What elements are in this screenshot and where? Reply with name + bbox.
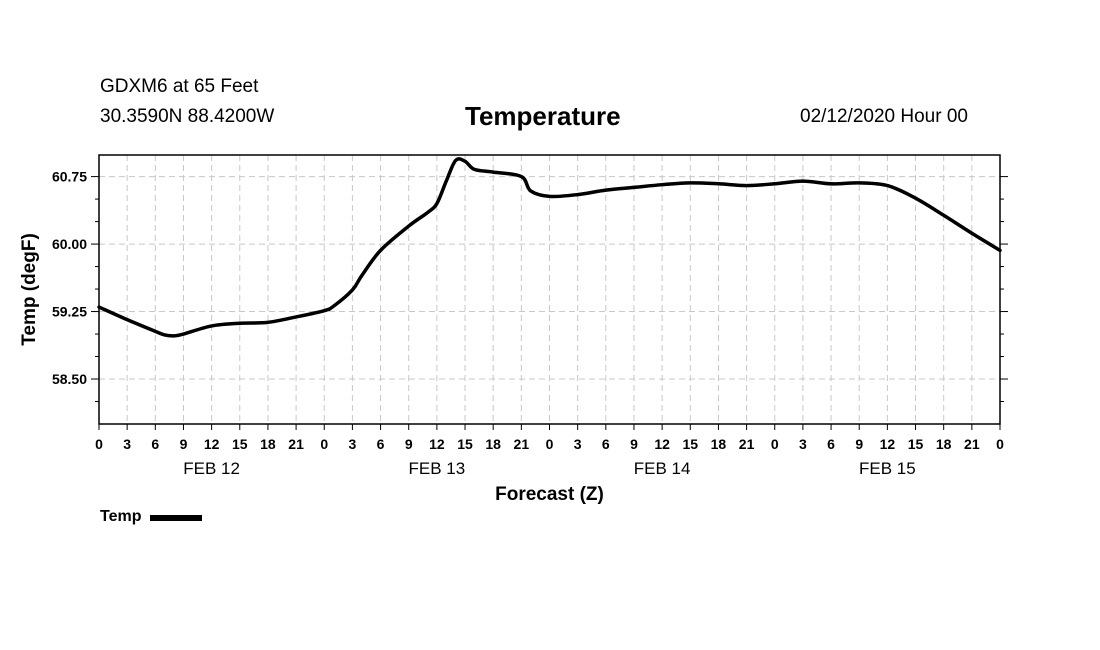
date-label: FEB 12: [183, 459, 240, 478]
x-tick-label: 6: [377, 436, 385, 452]
x-tick-label: 6: [151, 436, 159, 452]
x-tick-label: 9: [405, 436, 413, 452]
forecast-datetime: 02/12/2020 Hour 00: [800, 106, 968, 127]
series-line-temp: [97, 157, 1002, 338]
x-tick-label: 12: [654, 436, 670, 452]
legend-line-swatch: [150, 515, 203, 521]
x-tick-label: 9: [855, 436, 863, 452]
date-label: FEB 14: [634, 459, 691, 478]
x-tick-label: 6: [602, 436, 610, 452]
chart-title: Temperature: [465, 101, 621, 131]
x-tick-label: 18: [260, 436, 276, 452]
x-tick-label: 9: [630, 436, 638, 452]
date-label: FEB 15: [859, 459, 916, 478]
x-tick-label: 3: [574, 436, 582, 452]
x-tick-label: 3: [123, 436, 131, 452]
y-tick-label: 59.25: [52, 304, 87, 320]
x-tick-label: 21: [288, 436, 304, 452]
x-tick-label: 15: [908, 436, 924, 452]
y-tick-label: 58.50: [52, 371, 87, 387]
x-tick-label: 12: [880, 436, 896, 452]
x-axis-label: Forecast (Z): [495, 484, 604, 505]
x-tick-label: 18: [711, 436, 727, 452]
y-tick-label: 60.75: [52, 169, 87, 185]
date-label: FEB 13: [409, 459, 466, 478]
x-tick-label: 21: [964, 436, 980, 452]
x-tick-label: 18: [485, 436, 501, 452]
x-tick-label: 21: [739, 436, 755, 452]
x-tick-label: 3: [349, 436, 357, 452]
x-tick-label: 21: [514, 436, 530, 452]
x-tick-label: 6: [827, 436, 835, 452]
station-label: GDXM6 at 65 Feet: [100, 76, 259, 97]
x-tick-label: 18: [936, 436, 952, 452]
y-tick-label: 60.00: [52, 236, 87, 252]
x-tick-label: 3: [799, 436, 807, 452]
legend-label: Temp: [100, 508, 142, 525]
x-tick-label: 15: [232, 436, 248, 452]
coordinates-label: 30.3590N 88.4200W: [100, 106, 275, 127]
x-tick-label: 0: [546, 436, 554, 452]
x-tick-label: 12: [429, 436, 445, 452]
y-axis-label: Temp (degF): [19, 233, 40, 346]
x-tick-label: 15: [682, 436, 698, 452]
x-tick-label: 0: [95, 436, 103, 452]
legend: Temp: [100, 508, 203, 526]
x-tick-label: 0: [320, 436, 328, 452]
x-tick-label: 9: [180, 436, 188, 452]
x-tick-label: 15: [457, 436, 473, 452]
x-tick-label: 0: [996, 436, 1004, 452]
x-tick-label: 12: [204, 436, 220, 452]
x-tick-label: 0: [771, 436, 779, 452]
